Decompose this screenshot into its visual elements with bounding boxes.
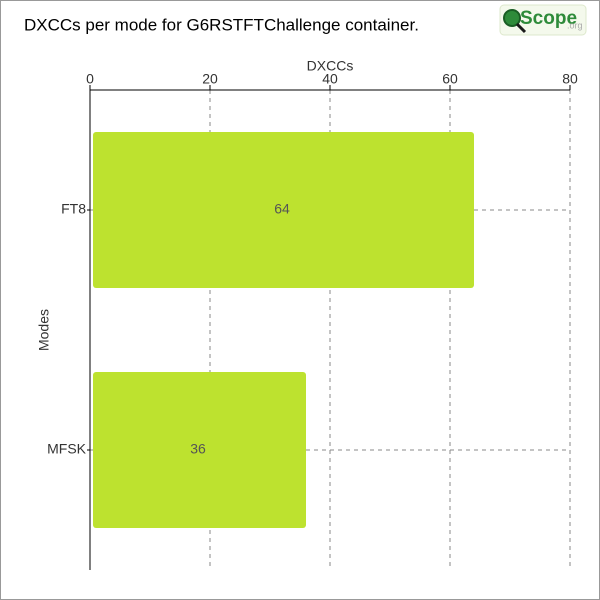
y-tick-label: MFSK — [47, 441, 87, 457]
x-tick-label: 60 — [442, 71, 458, 87]
x-tick-label: 80 — [562, 71, 578, 87]
logo-icon — [503, 9, 521, 27]
y-axis-label: Modes — [36, 309, 52, 351]
x-tick-label: 0 — [86, 71, 94, 87]
x-tick-label: 40 — [322, 71, 338, 87]
logo-text: Scope — [520, 8, 577, 29]
value-label: 64 — [274, 201, 290, 217]
value-label: 36 — [190, 441, 206, 457]
logo: Scope .org — [499, 4, 587, 36]
logo-handle — [515, 22, 527, 34]
chart-title: DXCCs per mode for G6RSTFTChallenge cont… — [24, 15, 419, 34]
x-axis-label: DXCCs — [307, 58, 354, 74]
bar — [93, 372, 306, 528]
x-tick-label: 20 — [202, 71, 218, 87]
y-tick-label: FT8 — [61, 201, 86, 217]
logo-suffix: .org — [567, 20, 583, 30]
bar — [93, 132, 474, 288]
